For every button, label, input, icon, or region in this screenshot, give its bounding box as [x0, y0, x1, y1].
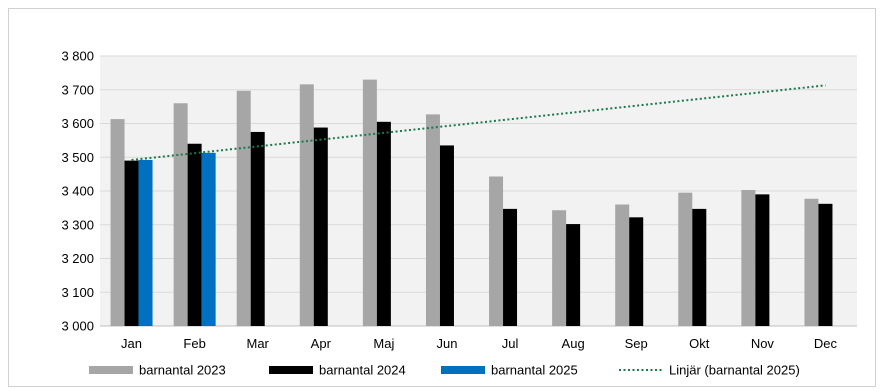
- legend-swatch: [89, 366, 133, 374]
- bar: [299, 84, 314, 326]
- bar: [236, 90, 251, 326]
- x-tick-label: Nov: [751, 336, 775, 351]
- bar: [201, 152, 216, 326]
- x-tick-label: Maj: [373, 336, 394, 351]
- trendline-group: [131, 84, 826, 161]
- x-tick-label: Dec: [814, 336, 838, 351]
- bar: [755, 194, 770, 326]
- y-tick-label: 3 400: [61, 184, 94, 199]
- bar-chart: 3 000 3 100 3 200 3 300 3 400 3 500 3 600 3 700…: [61, 49, 857, 378]
- x-tick-label: Feb: [183, 336, 205, 351]
- bar: [124, 160, 139, 326]
- y-tick-label: 3 800: [61, 49, 94, 64]
- bar: [629, 217, 644, 326]
- x-tick-label: Jul: [502, 336, 519, 351]
- bar: [376, 121, 391, 326]
- bar: [173, 103, 188, 326]
- x-tick-label: Sep: [625, 336, 648, 351]
- bar: [362, 79, 377, 326]
- legend-swatch: [269, 366, 313, 374]
- legend-label: barnantal 2023: [139, 363, 226, 378]
- bar: [503, 208, 518, 326]
- legend-label: barnantal 2025: [491, 363, 578, 378]
- y-tick-label: 3 700: [61, 82, 94, 97]
- bar: [187, 143, 202, 326]
- y-tick-label: 3 600: [61, 116, 94, 131]
- x-tick-label: Okt: [689, 336, 710, 351]
- legend-label: barnantal 2024: [319, 363, 406, 378]
- x-tick-label: Mar: [247, 336, 270, 351]
- x-tick-label: Jan: [121, 336, 142, 351]
- bar: [313, 127, 328, 326]
- bar: [741, 189, 756, 326]
- bar: [425, 114, 440, 326]
- x-tick-label: Aug: [562, 336, 585, 351]
- trendline: [131, 84, 826, 161]
- bar: [678, 192, 693, 326]
- bar: [804, 198, 819, 326]
- bar: [552, 210, 567, 326]
- bar: [692, 208, 707, 326]
- legend: barnantal 2023 barnantal 2024 barnantal 20…: [89, 363, 800, 378]
- bar: [489, 176, 504, 326]
- bar: [250, 131, 265, 326]
- bar: [615, 204, 630, 326]
- x-axis-ticks: Jan Feb Mar Apr Maj Jun Jul Aug Sep Okt Nov Dec: [121, 336, 837, 351]
- y-tick-label: 3 500: [61, 150, 94, 165]
- y-tick-label: 3 000: [61, 319, 94, 334]
- bar: [566, 224, 581, 326]
- bars: [110, 79, 833, 326]
- bar: [110, 119, 125, 326]
- gridlines: [100, 55, 857, 327]
- x-tick-label: Jun: [436, 336, 457, 351]
- x-tick-label: Apr: [311, 336, 332, 351]
- y-tick-label: 3 300: [61, 217, 94, 232]
- y-axis-ticks: 3 000 3 100 3 200 3 300 3 400 3 500 3 600 3 700…: [61, 49, 94, 334]
- chart-container: 3 000 3 100 3 200 3 300 3 400 3 500 3 600 3 700…: [8, 8, 876, 387]
- y-tick-label: 3 100: [61, 285, 94, 300]
- legend-label: Linjär (barnantal 2025): [669, 363, 800, 378]
- bar: [818, 203, 833, 326]
- bar: [138, 159, 153, 326]
- legend-swatch: [441, 366, 485, 374]
- bar: [439, 145, 454, 326]
- y-tick-label: 3 200: [61, 251, 94, 266]
